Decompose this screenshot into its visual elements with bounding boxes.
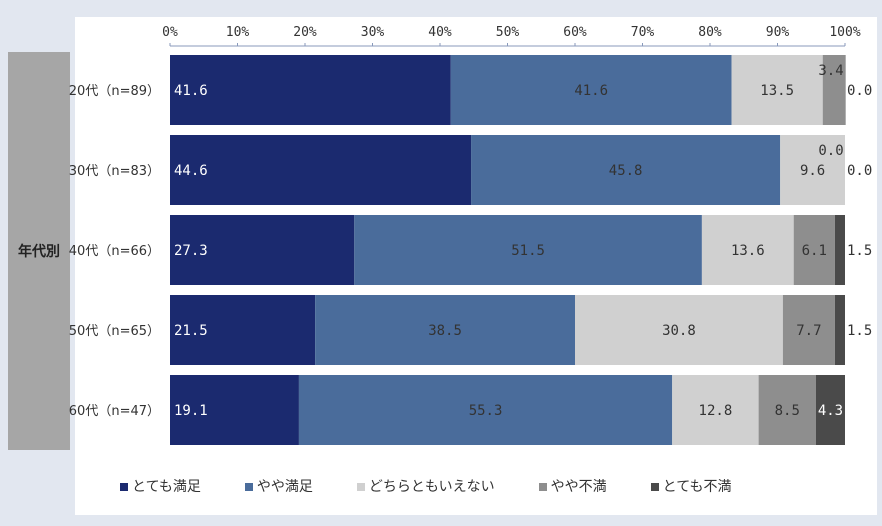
legend-swatch: [120, 483, 128, 491]
x-tick-label: 40%: [428, 25, 452, 40]
bar-segment: [701, 215, 794, 285]
group-label: 年代別: [8, 52, 70, 450]
category-label: 30代（n=83）: [69, 164, 160, 179]
bar-segment: [471, 135, 781, 205]
data-label: 1.5: [847, 243, 872, 259]
bar-segment: [315, 295, 575, 365]
data-label: 13.5: [760, 83, 794, 99]
bar-segment: [170, 375, 299, 445]
x-tick-label: 50%: [496, 25, 520, 40]
data-label: 7.7: [796, 323, 821, 339]
bar-segment: [672, 375, 759, 445]
data-label: 6.1: [802, 243, 827, 259]
data-label: 0.0: [818, 143, 843, 159]
x-tick-label: 10%: [226, 25, 250, 40]
x-tick-label: 60%: [563, 25, 587, 40]
bar-segment: [170, 135, 472, 205]
x-tick-label: 100%: [829, 25, 860, 40]
bar-segment: [834, 215, 845, 285]
bar-segment: [170, 215, 355, 285]
legend-swatch: [244, 483, 253, 491]
legend-label: とても満足: [132, 479, 201, 495]
bar-segment: [815, 375, 845, 445]
legend-item: やや不満: [538, 476, 607, 496]
category-label: 50代（n=65）: [69, 324, 160, 339]
data-label: 9.6: [800, 163, 825, 179]
data-label: 21.5: [174, 323, 208, 339]
data-label: 41.6: [574, 83, 608, 99]
bar-segment: [780, 135, 845, 205]
legend-swatch: [356, 483, 365, 491]
bar-segment: [450, 55, 732, 125]
data-label: 8.5: [775, 403, 800, 419]
legend-swatch: [538, 483, 547, 491]
data-label: 1.5: [847, 323, 872, 339]
bar-segment: [834, 295, 845, 365]
legend-item: どちらともいえない: [356, 476, 495, 496]
x-tick-label: 30%: [361, 25, 385, 40]
data-label: 0.0: [847, 83, 872, 99]
x-tick-label: 0%: [162, 25, 178, 40]
legend-label: やや不満: [550, 479, 607, 495]
category-label: 20代（n=89）: [69, 84, 160, 99]
data-label: 0.0: [847, 163, 872, 179]
data-label: 55.3: [469, 403, 503, 419]
data-label: 27.3: [174, 243, 208, 259]
x-tick-label: 90%: [766, 25, 790, 40]
data-label: 4.3: [818, 403, 843, 419]
data-label: 41.6: [174, 83, 208, 99]
data-label: 13.6: [731, 243, 765, 259]
bar-segment: [298, 375, 673, 445]
data-label: 19.1: [174, 403, 208, 419]
legend-label: どちらともいえない: [368, 479, 495, 495]
data-label: 51.5: [511, 243, 545, 259]
bar-segment: [170, 295, 316, 365]
bar-segment: [758, 375, 816, 445]
data-label: 38.5: [428, 323, 462, 339]
x-tick-label: 80%: [698, 25, 722, 40]
bar-segment: [731, 55, 823, 125]
legend: とても満足 やや満足 どちらともいえない やや不満 とても不満: [120, 476, 732, 496]
data-label: 44.6: [174, 163, 208, 179]
legend-label: やや満足: [256, 479, 313, 495]
legend-item: やや満足: [244, 476, 313, 496]
bar-segment: [782, 295, 835, 365]
x-tick-label: 70%: [631, 25, 655, 40]
category-label: 40代（n=66）: [69, 244, 160, 259]
data-label: 12.8: [699, 403, 733, 419]
legend-item: とても満足: [120, 476, 201, 496]
bar-segment: [822, 55, 846, 125]
data-label: 3.4: [818, 63, 843, 79]
data-label: 30.8: [662, 323, 696, 339]
x-tick-label: 20%: [293, 25, 317, 40]
bar-segment: [575, 295, 783, 365]
data-label: 45.8: [609, 163, 643, 179]
legend-label: とても不満: [662, 479, 732, 495]
bar-segment: [793, 215, 835, 285]
category-label: 60代（n=47）: [69, 404, 160, 419]
legend-item: とても不満: [650, 476, 732, 496]
bar-segment: [170, 55, 451, 125]
legend-swatch: [650, 483, 659, 491]
bar-segment: [354, 215, 702, 285]
